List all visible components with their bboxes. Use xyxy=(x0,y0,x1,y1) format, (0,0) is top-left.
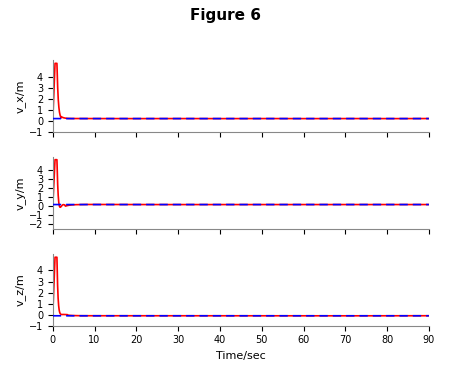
X-axis label: Time/sec: Time/sec xyxy=(216,351,266,361)
Y-axis label: v_x/m: v_x/m xyxy=(15,79,26,113)
Y-axis label: v_y/m: v_y/m xyxy=(15,176,26,210)
Y-axis label: v_z/m: v_z/m xyxy=(15,273,26,306)
Text: Figure 6: Figure 6 xyxy=(189,8,261,23)
